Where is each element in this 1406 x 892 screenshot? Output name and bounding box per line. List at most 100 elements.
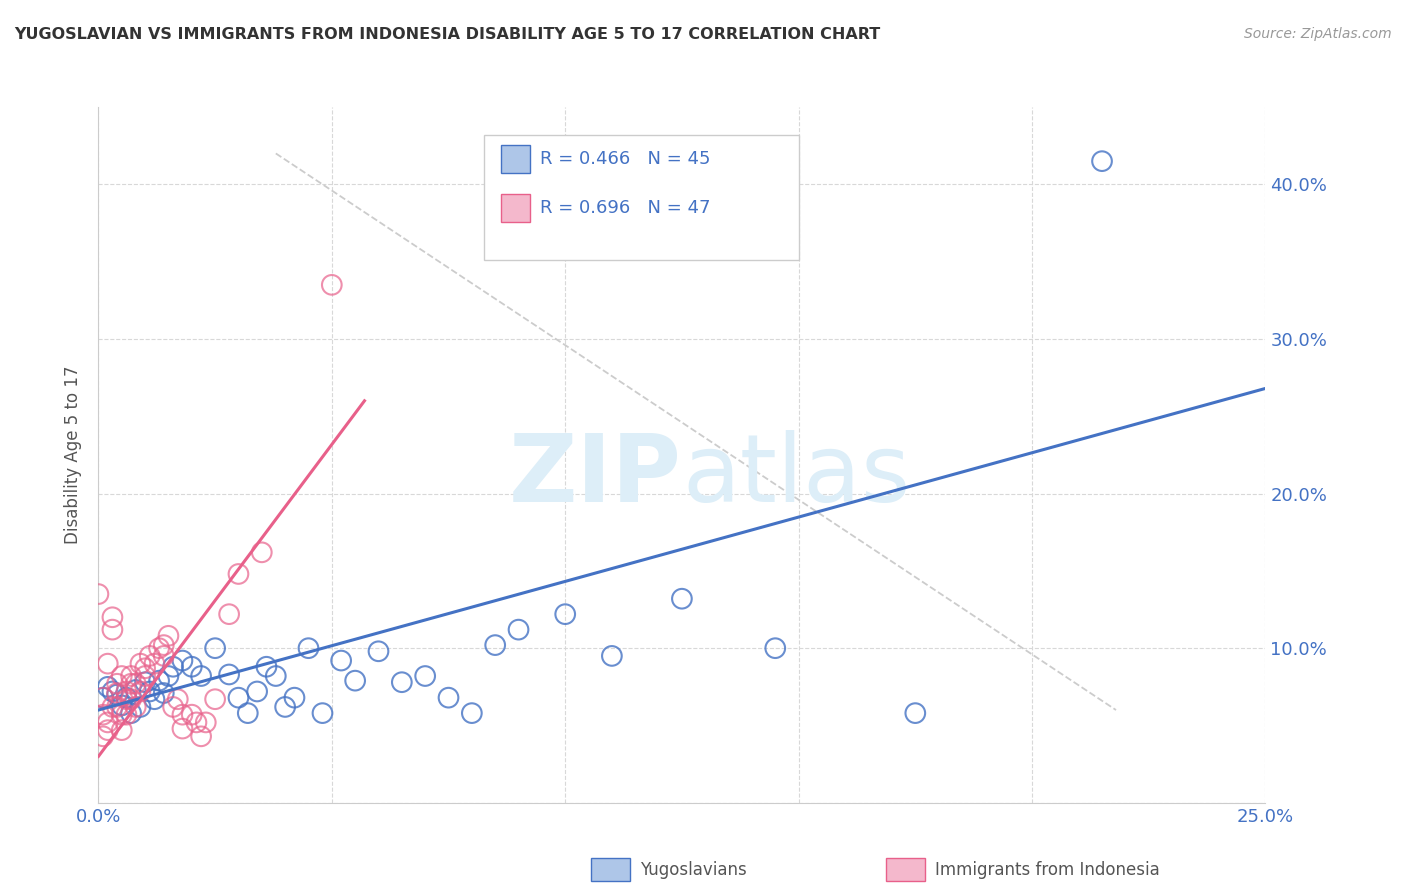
Point (115, 692, 138, 706)
Point (97, 723, 120, 738)
Point (129, 657, 152, 671)
Text: Source: ZipAtlas.com: Source: ZipAtlas.com (1244, 27, 1392, 41)
Point (111, 698, 134, 713)
Point (671, 591, 693, 606)
Point (190, 669, 212, 683)
Point (228, 690, 250, 705)
Point (194, 715, 217, 730)
Point (204, 692, 226, 706)
Point (297, 641, 319, 656)
Point (97, 657, 120, 671)
Point (344, 673, 367, 688)
Point (437, 690, 460, 705)
Point (120, 677, 142, 691)
Text: Immigrants from Indonesia: Immigrants from Indonesia (935, 861, 1160, 879)
Point (115, 690, 138, 705)
Point (274, 700, 297, 714)
Point (91, 729, 114, 743)
Point (330, 654, 353, 668)
Point (101, 623, 124, 637)
Point (115, 684, 138, 698)
Point (600, 648, 623, 663)
Text: YUGOSLAVIAN VS IMMIGRANTS FROM INDONESIA DISABILITY AGE 5 TO 17 CORRELATION CHAR: YUGOSLAVIAN VS IMMIGRANTS FROM INDONESIA… (14, 27, 880, 42)
Point (152, 638, 174, 652)
Point (152, 686, 174, 700)
Point (101, 610, 124, 624)
Point (264, 669, 287, 683)
Point (125, 700, 148, 714)
Point (321, 277, 343, 292)
Text: atlas: atlas (682, 430, 910, 522)
Point (120, 692, 142, 706)
Point (97, 680, 120, 694)
Point (157, 629, 180, 643)
Point (139, 648, 162, 663)
Point (115, 707, 138, 722)
Point (172, 654, 194, 668)
Point (101, 700, 124, 714)
Point (250, 545, 273, 559)
Point (508, 623, 530, 637)
Point (218, 607, 240, 622)
Text: Yugoslavians: Yugoslavians (640, 861, 747, 879)
Point (157, 669, 180, 683)
Text: R = 0.696   N = 47: R = 0.696 N = 47 (540, 199, 710, 217)
Point (134, 675, 156, 690)
Point (180, 659, 202, 673)
Point (129, 684, 152, 698)
Point (129, 700, 152, 714)
Point (162, 700, 184, 714)
Point (134, 669, 156, 683)
Point (120, 706, 142, 720)
Point (763, 641, 786, 656)
Point (91, 690, 114, 705)
Point (91, 707, 114, 722)
Point (125, 682, 148, 697)
Point (218, 667, 240, 681)
Point (111, 723, 134, 738)
Point (97, 715, 120, 730)
Point (484, 638, 506, 652)
Point (186, 715, 208, 730)
Text: R = 0.466   N = 45: R = 0.466 N = 45 (540, 150, 710, 169)
Point (311, 706, 333, 720)
Point (283, 690, 305, 705)
Y-axis label: Disability Age 5 to 17: Disability Age 5 to 17 (65, 366, 83, 544)
Point (904, 706, 927, 720)
Point (105, 677, 128, 691)
Point (391, 675, 413, 690)
Point (236, 706, 259, 720)
Point (1091, 154, 1114, 169)
Point (413, 669, 436, 683)
Point (190, 729, 212, 743)
Point (125, 677, 148, 691)
Point (91, 690, 114, 705)
Point (105, 700, 128, 714)
Point (143, 692, 166, 706)
Point (139, 684, 162, 698)
Point (256, 659, 278, 673)
Point (148, 673, 170, 688)
Point (143, 657, 166, 671)
Point (246, 684, 269, 698)
Point (172, 722, 194, 736)
Point (101, 684, 124, 698)
Point (166, 692, 188, 706)
Point (111, 669, 134, 683)
Point (162, 659, 184, 673)
Point (105, 688, 128, 702)
Point (152, 648, 174, 663)
Point (180, 707, 202, 722)
Point (172, 707, 194, 722)
Point (148, 641, 170, 656)
Point (134, 661, 156, 675)
Point (228, 566, 250, 581)
Point (87, 587, 110, 601)
Point (111, 707, 134, 722)
Text: ZIP: ZIP (509, 430, 682, 522)
Point (367, 644, 389, 658)
Point (120, 669, 142, 683)
Point (461, 706, 484, 720)
Point (105, 686, 128, 700)
Point (554, 607, 576, 622)
